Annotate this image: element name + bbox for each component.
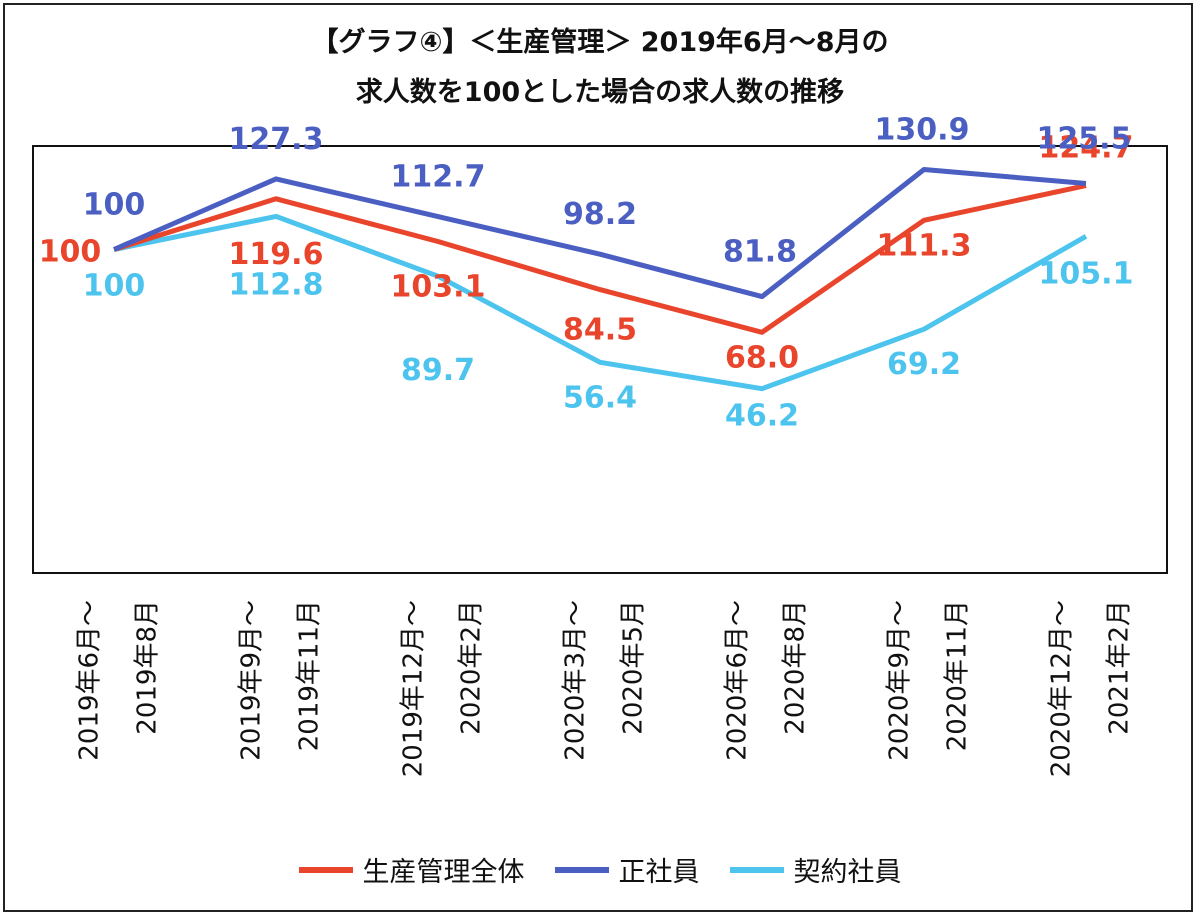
chart-title-line-1: 【グラフ④】＜生産管理＞ 2019年6月～8月の — [311, 27, 889, 58]
x-tick-label-3-0: 2020年3月～ — [561, 600, 591, 761]
x-tick-label-6-0: 2020年12月～ — [1047, 600, 1077, 777]
legend-label-overall: 生産管理全体 — [362, 857, 525, 888]
x-tick-label-2-0: 2019年12月～ — [399, 600, 429, 777]
data-label-overall-1: 119.6 — [229, 237, 324, 272]
x-tick-label-6-1: 2021年2月 — [1105, 600, 1135, 735]
series-line-fulltime — [113, 167, 1087, 300]
data-label-contract-0: 100 — [83, 269, 146, 304]
data-label-overall-5: 111.3 — [877, 228, 972, 263]
x-tick-label-1-1: 2019年11月 — [295, 600, 325, 751]
plot-area — [32, 145, 1168, 574]
series-line-overall — [113, 183, 1087, 335]
data-label-fulltime-4: 81.8 — [723, 235, 797, 270]
x-tick-label-4-1: 2020年8月 — [781, 600, 811, 735]
x-tick-label-1-0: 2019年9月～ — [237, 600, 267, 761]
x-tick-label-3-1: 2020年5月 — [619, 600, 649, 735]
legend-swatch-overall — [298, 866, 353, 873]
chart-title: 【グラフ④】＜生産管理＞ 2019年6月～8月の 求人数を100とした場合の求人… — [0, 18, 1200, 118]
data-label-contract-5: 69.2 — [887, 347, 961, 382]
legend: 生産管理全体 正社員 契約社員 — [0, 850, 1200, 889]
chart-frame — [3, 3, 1193, 912]
x-tick-label-5-1: 2020年11月 — [943, 600, 973, 751]
chart-title-line-2: 求人数を100とした場合の求人数の推移 — [355, 77, 845, 108]
data-label-overall-0: 100 — [39, 235, 102, 270]
data-label-fulltime-0: 100 — [83, 188, 146, 223]
legend-item-contract: 契約社員 — [729, 850, 902, 889]
legend-label-contract: 契約社員 — [793, 857, 902, 888]
x-tick-label-2-1: 2020年2月 — [457, 600, 487, 735]
legend-swatch-fulltime — [554, 866, 609, 873]
data-label-fulltime-1: 127.3 — [229, 122, 324, 157]
legend-item-overall: 生産管理全体 — [298, 850, 525, 889]
data-label-overall-4: 68.0 — [725, 340, 799, 375]
legend-item-fulltime: 正社員 — [554, 850, 700, 889]
data-label-fulltime-5: 130.9 — [875, 113, 970, 148]
data-label-fulltime-6: 125.5 — [1037, 122, 1132, 157]
x-tick-label-4-0: 2020年6月～ — [723, 600, 753, 761]
legend-label-fulltime: 正社員 — [618, 857, 700, 888]
data-label-overall-3: 84.5 — [563, 313, 637, 348]
series-lines — [113, 167, 1088, 392]
x-tick-label-5-0: 2020年9月～ — [885, 600, 915, 761]
data-label-contract-6: 105.1 — [1039, 256, 1134, 291]
data-label-overall-6: 124.7 — [1039, 131, 1134, 166]
legend-swatch-contract — [729, 866, 784, 873]
data-label-fulltime-3: 98.2 — [563, 197, 637, 232]
x-tick-label-0-0: 2019年6月～ — [75, 600, 105, 761]
x-tick-label-0-1: 2019年8月 — [133, 600, 163, 735]
data-label-contract-1: 112.8 — [229, 267, 324, 302]
data-label-overall-2: 103.1 — [391, 270, 486, 305]
data-label-contract-2: 89.7 — [401, 353, 475, 388]
data-label-contract-3: 56.4 — [563, 380, 637, 415]
x-axis-labels: 2019年6月～ 2019年8月 2019年9月～ 2019年11月 2019年12月～… — [75, 600, 1135, 777]
series-line-contract — [113, 213, 1088, 392]
data-label-fulltime-2: 112.7 — [391, 160, 486, 195]
data-labels: 100 119.6 103.1 84.5 68.0 111.3 124.7 100 127.3 1… — [39, 113, 1134, 434]
data-label-contract-4: 46.2 — [725, 399, 799, 434]
